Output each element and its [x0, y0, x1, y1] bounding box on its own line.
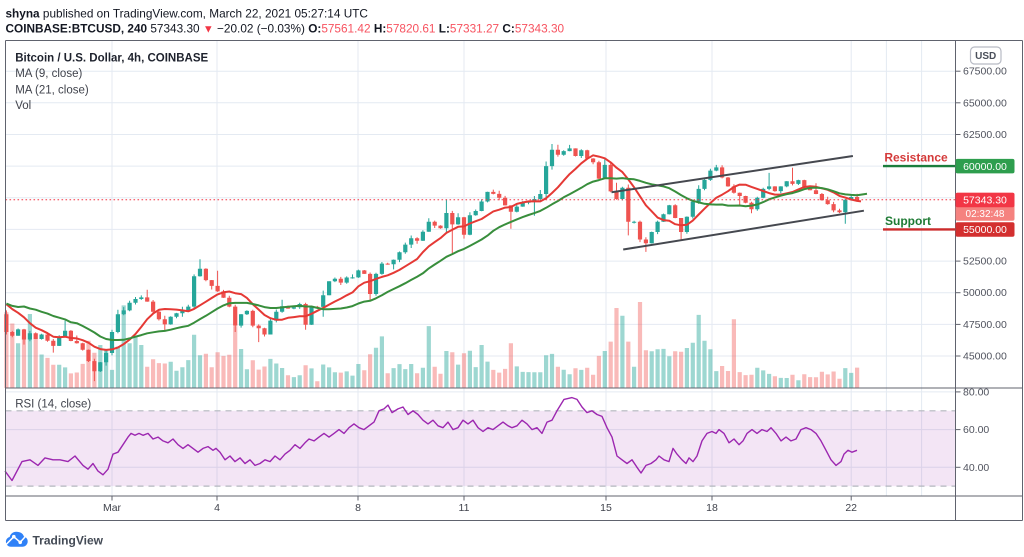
svg-text:USD: USD	[975, 51, 996, 62]
svg-text:11: 11	[459, 502, 470, 514]
svg-text:15: 15	[600, 502, 612, 514]
svg-text:Vol: Vol	[15, 100, 31, 112]
svg-text:18: 18	[706, 502, 718, 514]
svg-text:MA (9, close): MA (9, close)	[15, 68, 82, 80]
svg-text:50000.00: 50000.00	[963, 287, 1007, 299]
svg-text:40.00: 40.00	[963, 462, 989, 474]
svg-text:60000.00: 60000.00	[963, 161, 1007, 173]
svg-text:45000.00: 45000.00	[963, 351, 1007, 363]
svg-text:8: 8	[355, 502, 361, 514]
svg-text:62500.00: 62500.00	[963, 129, 1007, 141]
svg-text:COINBASE:BTCUSD, 240 57343.30: COINBASE:BTCUSD, 240 57343.30 ▼ −20.02 (…	[6, 22, 565, 36]
svg-text:Resistance: Resistance	[884, 151, 948, 165]
svg-text:52500.00: 52500.00	[963, 256, 1007, 268]
svg-text:22: 22	[845, 502, 857, 514]
svg-text:Support: Support	[885, 214, 931, 228]
svg-text:60.00: 60.00	[963, 424, 989, 436]
svg-text:Bitcoin / U.S. Dollar, 4h, COI: Bitcoin / U.S. Dollar, 4h, COINBASE	[15, 53, 208, 65]
svg-text:Mar: Mar	[103, 502, 122, 514]
svg-text:47500.00: 47500.00	[963, 319, 1007, 331]
svg-text:4: 4	[214, 502, 220, 514]
svg-text:02:32:48: 02:32:48	[966, 209, 1005, 220]
svg-text:57343.30: 57343.30	[963, 195, 1007, 207]
svg-text:MA (21, close): MA (21, close)	[15, 85, 89, 97]
svg-text:65000.00: 65000.00	[963, 97, 1007, 109]
svg-text:80.00: 80.00	[963, 386, 989, 398]
svg-text:RSI (14, close): RSI (14, close)	[15, 399, 91, 411]
svg-text:67500.00: 67500.00	[963, 66, 1007, 78]
svg-text:55000.00: 55000.00	[963, 224, 1007, 236]
svg-text:TradingView: TradingView	[33, 534, 104, 548]
svg-text:shyna published on TradingView: shyna published on TradingView.com, Marc…	[6, 7, 369, 21]
